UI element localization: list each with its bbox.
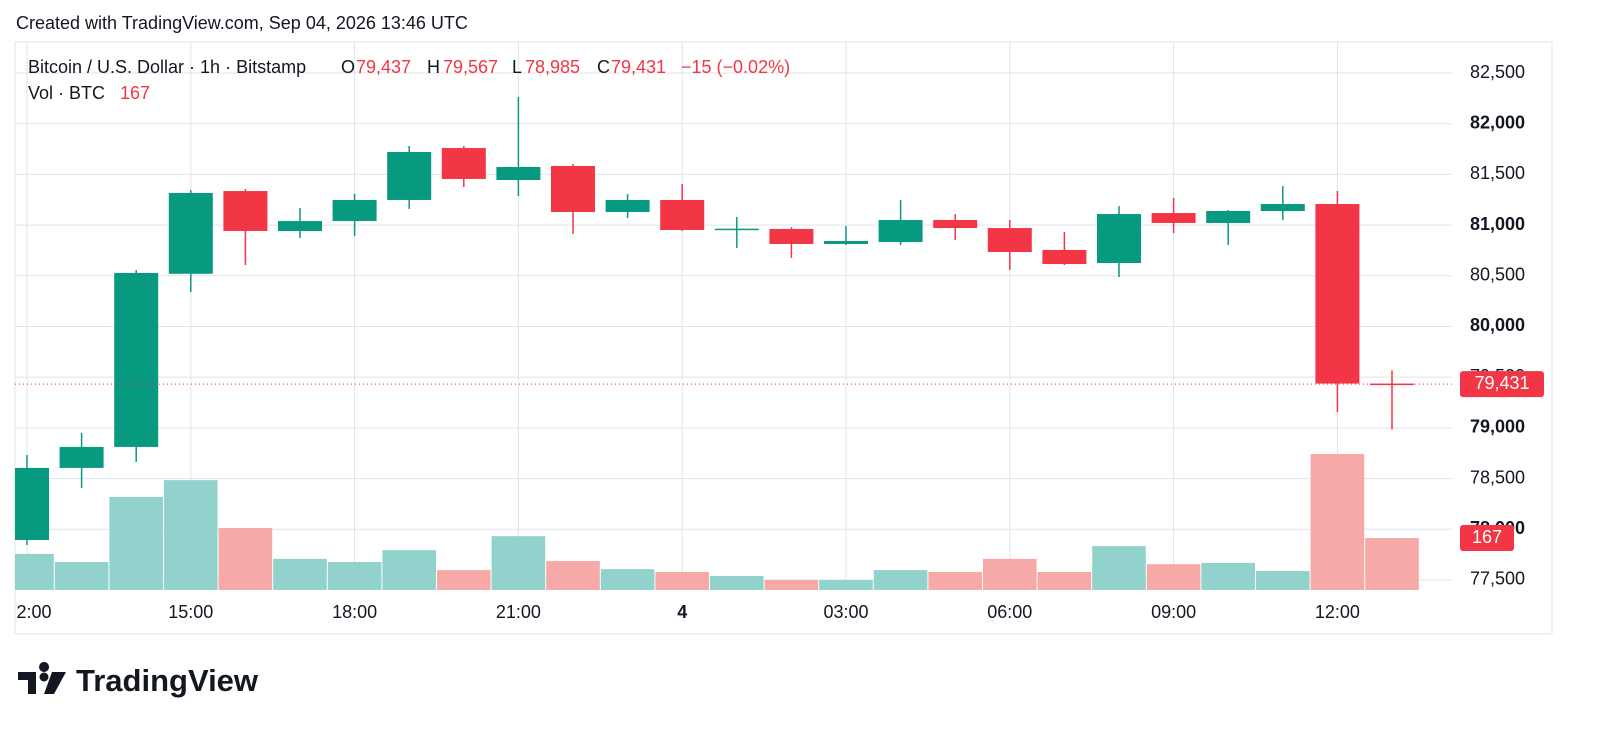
volume-value: 167: [120, 83, 150, 103]
y-tick-label: 80,000: [1470, 315, 1525, 335]
volume-bar: [54, 561, 109, 590]
candle-body: [1097, 214, 1141, 264]
x-tick-label: 12:00: [1315, 602, 1360, 622]
candle-body: [1151, 213, 1196, 223]
close-key: C: [597, 57, 610, 77]
y-tick-label: 80,500: [1470, 265, 1525, 285]
volume-bar: [109, 496, 163, 590]
close-value: 79,431: [611, 57, 666, 77]
high-key: H: [427, 57, 440, 77]
candle-body: [605, 199, 650, 213]
price-tag-label: 79,431: [1474, 373, 1529, 393]
brand: TradingView: [76, 663, 259, 698]
x-tick-label: 09:00: [1151, 602, 1196, 622]
y-tick-label: 79,000: [1470, 417, 1525, 437]
volume-bar: [1201, 562, 1255, 590]
volume-bar: [710, 575, 764, 590]
volume-bar: [15, 553, 54, 590]
candle-body: [496, 167, 541, 180]
candle-body: [933, 220, 978, 229]
symbol: Bitcoin / U.S. Dollar · 1h · Bitstamp: [28, 57, 306, 77]
volume-bar: [164, 480, 218, 590]
volume-bar: [655, 571, 709, 590]
candle-body: [878, 220, 923, 243]
volume-bar: [546, 561, 600, 590]
y-tick-label: 78,500: [1470, 467, 1525, 487]
candle-body: [278, 221, 322, 231]
candle-body: [660, 199, 705, 230]
y-tick-label: 82,000: [1470, 112, 1525, 132]
volume-bar: [819, 580, 873, 590]
volume-bar: [928, 571, 982, 590]
volume-tag: [1460, 525, 1514, 552]
volume-bar: [983, 558, 1037, 590]
candle-body: [332, 199, 377, 222]
volume-bar: [1146, 564, 1201, 590]
y-tick-label: 81,000: [1470, 214, 1525, 234]
candle-body: [551, 165, 595, 213]
volume-bar: [1310, 454, 1365, 590]
frame: [14, 41, 1553, 635]
candle-body: [59, 446, 104, 468]
volume-bar: [600, 569, 655, 590]
candle-body: [387, 152, 432, 200]
candle-body: [223, 191, 268, 231]
volume-bar: [764, 580, 819, 590]
y-tick-label: 77,500: [1470, 569, 1525, 589]
volume-tag-label: 167: [1472, 527, 1502, 547]
x-tick-label: 03:00: [823, 602, 868, 622]
low-key: L: [512, 57, 522, 77]
open-value: 79,437: [356, 57, 411, 77]
candle-body: [714, 228, 759, 231]
x-tick-label: 21:00: [496, 602, 541, 622]
volume-bar: [1256, 571, 1310, 590]
high-value: 79,567: [443, 57, 498, 77]
candle-body: [1315, 204, 1360, 384]
candle-body: [441, 148, 486, 179]
x-tick-label: 2:00: [16, 602, 51, 622]
volume-bar: [437, 570, 491, 590]
x-tick-label: 18:00: [332, 602, 377, 622]
candle-body: [15, 467, 49, 541]
volume-key: Vol · BTC: [28, 83, 105, 103]
volume-bar: [327, 561, 382, 590]
volume-bar: [382, 550, 436, 590]
volume-bar: [873, 570, 928, 590]
candle-body: [1206, 211, 1251, 223]
x-tick-label: 06:00: [987, 602, 1032, 622]
volume-bar: [491, 536, 546, 590]
logo: [18, 662, 66, 694]
x-tick-label: 4: [677, 602, 687, 622]
price-tag: [1460, 371, 1544, 398]
candle-body: [769, 228, 814, 244]
y-tick-label: 82,500: [1470, 62, 1525, 82]
credit: Created with TradingView.com, Sep 04, 20…: [16, 13, 468, 33]
candle-body: [114, 272, 159, 447]
volume-bar: [1365, 538, 1419, 590]
volume-bar: [273, 558, 327, 590]
volume-bar: [1092, 546, 1146, 590]
candle-body: [824, 241, 868, 244]
candle-body: [987, 228, 1032, 252]
volume-bar: [218, 528, 273, 590]
change: −15 (−0.02%): [681, 57, 790, 77]
y-tick-label: 81,500: [1470, 163, 1525, 183]
volume-bar: [1037, 571, 1092, 590]
low-value: 78,985: [525, 57, 580, 77]
x-tick-label: 15:00: [168, 602, 213, 622]
candle-body: [1042, 249, 1087, 265]
open-key: O: [341, 57, 355, 77]
candle-body: [168, 192, 213, 274]
candle-body: [1260, 204, 1305, 212]
